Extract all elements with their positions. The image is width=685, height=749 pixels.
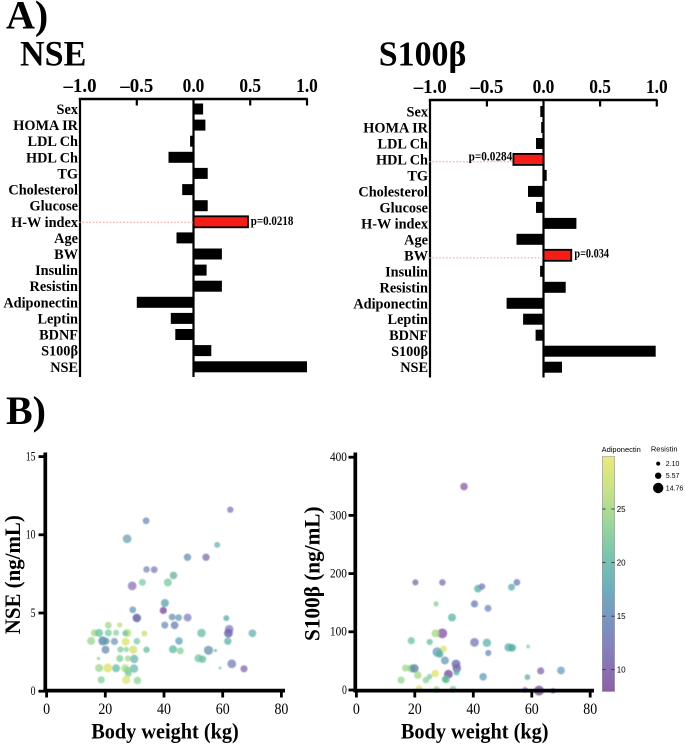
- svg-text:LDL Ch: LDL Ch: [28, 134, 79, 150]
- svg-text:20: 20: [98, 700, 112, 718]
- svg-text:400: 400: [330, 449, 347, 464]
- svg-text:Sex: Sex: [57, 102, 79, 118]
- svg-text:Sex: Sex: [407, 105, 429, 121]
- svg-text:Age: Age: [54, 231, 78, 247]
- svg-text:200: 200: [330, 566, 347, 581]
- svg-text:BDNF: BDNF: [39, 328, 78, 344]
- svg-text:TG: TG: [57, 166, 78, 182]
- svg-text:Glucose: Glucose: [380, 200, 428, 216]
- svg-text:Adiponectin: Adiponectin: [602, 445, 641, 454]
- svg-text:0: 0: [353, 700, 360, 718]
- svg-text:–1.0: –1.0: [63, 75, 97, 97]
- svg-text:0: 0: [43, 700, 50, 718]
- svg-text:300: 300: [330, 507, 347, 522]
- svg-text:B): B): [6, 388, 46, 433]
- svg-text:100: 100: [330, 624, 347, 639]
- svg-text:Leptin: Leptin: [37, 311, 78, 327]
- svg-text:0.5: 0.5: [589, 76, 611, 98]
- svg-text:80: 80: [583, 700, 597, 718]
- svg-text:S100β: S100β: [379, 35, 467, 73]
- svg-text:40: 40: [157, 700, 171, 718]
- svg-text:60: 60: [216, 700, 230, 718]
- svg-text:0.0: 0.0: [533, 76, 555, 98]
- svg-text:5: 5: [31, 605, 36, 620]
- svg-text:HOMA IR: HOMA IR: [13, 118, 78, 134]
- svg-text:2.10: 2.10: [666, 461, 680, 468]
- svg-text:LDL Ch: LDL Ch: [378, 137, 429, 153]
- svg-text:Resistin: Resistin: [30, 279, 79, 295]
- svg-text:15: 15: [617, 612, 626, 621]
- svg-text:10: 10: [617, 666, 626, 675]
- svg-text:0: 0: [342, 682, 347, 697]
- svg-text:0.0: 0.0: [183, 75, 205, 97]
- svg-text:S100β (ng/mL): S100β (ng/mL): [300, 506, 325, 641]
- svg-text:Body weight (kg): Body weight (kg): [91, 718, 239, 743]
- svg-text:HDL Ch: HDL Ch: [376, 152, 428, 168]
- svg-text:0.5: 0.5: [239, 75, 261, 97]
- svg-text:1.0: 1.0: [296, 75, 318, 97]
- svg-text:20: 20: [408, 700, 422, 718]
- svg-text:p=0.0284: p=0.0284: [469, 149, 513, 163]
- svg-text:20: 20: [617, 559, 626, 568]
- svg-text:p=0.034: p=0.034: [574, 246, 609, 260]
- svg-text:1.0: 1.0: [646, 76, 668, 98]
- svg-text:Insulin: Insulin: [385, 264, 428, 280]
- svg-text:S100β: S100β: [41, 344, 78, 360]
- svg-text:BW: BW: [54, 247, 79, 263]
- svg-text:BDNF: BDNF: [389, 328, 428, 344]
- svg-text:25: 25: [617, 505, 626, 514]
- svg-text:Body weight (kg): Body weight (kg): [401, 718, 549, 743]
- svg-text:Cholesterol: Cholesterol: [8, 183, 78, 199]
- svg-text:Cholesterol: Cholesterol: [358, 184, 428, 200]
- svg-text:15: 15: [26, 449, 36, 464]
- svg-text:Adiponectin: Adiponectin: [353, 296, 428, 312]
- svg-text:TG: TG: [407, 168, 428, 184]
- svg-text:H-W index: H-W index: [11, 215, 79, 231]
- svg-text:–0.5: –0.5: [119, 75, 153, 97]
- svg-text:–0.5: –0.5: [469, 76, 503, 98]
- svg-text:HOMA IR: HOMA IR: [363, 121, 428, 137]
- svg-text:BW: BW: [404, 248, 429, 264]
- svg-text:NSE (ng/mL): NSE (ng/mL): [0, 515, 25, 634]
- svg-text:NSE: NSE: [20, 34, 86, 74]
- svg-text:60: 60: [525, 700, 539, 718]
- svg-text:10: 10: [26, 527, 36, 542]
- svg-text:p=0.0218: p=0.0218: [251, 214, 294, 228]
- svg-text:Resistin: Resistin: [651, 445, 678, 454]
- svg-text:A): A): [6, 0, 48, 37]
- svg-text:NSE: NSE: [50, 360, 78, 376]
- svg-text:Resistin: Resistin: [380, 280, 429, 296]
- svg-text:0: 0: [31, 683, 36, 698]
- svg-text:S100β: S100β: [391, 344, 428, 360]
- svg-text:–1.0: –1.0: [413, 76, 447, 98]
- svg-text:HDL Ch: HDL Ch: [26, 150, 78, 166]
- svg-text:5.57: 5.57: [666, 473, 680, 480]
- svg-text:Adiponectin: Adiponectin: [3, 295, 78, 311]
- svg-text:NSE: NSE: [400, 360, 428, 376]
- svg-text:80: 80: [274, 700, 288, 718]
- svg-text:40: 40: [466, 700, 480, 718]
- svg-text:Insulin: Insulin: [35, 263, 78, 279]
- svg-text:H-W index: H-W index: [361, 216, 429, 232]
- svg-text:Leptin: Leptin: [387, 312, 428, 328]
- svg-text:Glucose: Glucose: [30, 199, 78, 215]
- svg-text:Age: Age: [404, 232, 428, 248]
- svg-text:14.76: 14.76: [666, 485, 684, 492]
